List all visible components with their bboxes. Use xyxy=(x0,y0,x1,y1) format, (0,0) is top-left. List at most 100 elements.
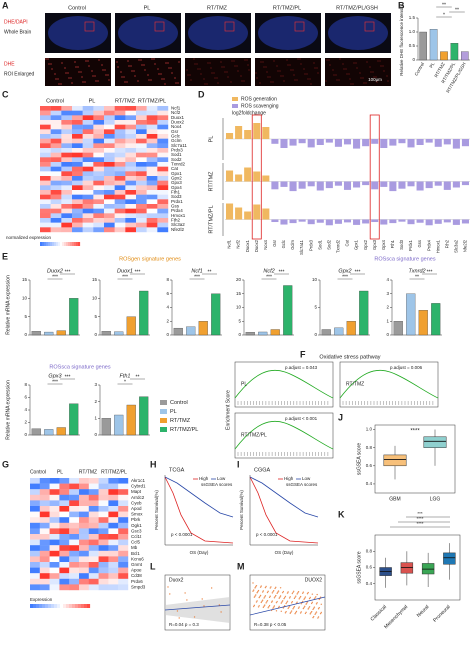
highlight xyxy=(369,114,380,240)
bar xyxy=(44,331,54,336)
speck xyxy=(263,66,265,68)
significance: *** xyxy=(52,274,58,280)
heatmap-cell xyxy=(157,227,169,233)
legend-label: Control xyxy=(170,400,188,406)
y-tick-label: 4 xyxy=(166,305,169,310)
heatmap-cell xyxy=(59,545,70,551)
gene-label: Nox4 xyxy=(171,124,182,129)
speck xyxy=(247,64,249,66)
y-axis-label: Relative mRNA expression xyxy=(5,275,11,335)
heatmap-cell xyxy=(125,185,137,191)
speck xyxy=(61,62,63,64)
bar xyxy=(450,43,459,61)
heatmap-cell xyxy=(30,578,40,585)
bar xyxy=(389,181,397,192)
colorbar xyxy=(74,242,77,246)
point xyxy=(252,589,255,591)
speck xyxy=(279,70,281,72)
gene-title: Duox2 xyxy=(47,268,63,274)
heatmap-cell xyxy=(72,134,83,139)
heatmap-cell xyxy=(125,162,137,167)
heatmap-cell xyxy=(72,148,83,153)
heatmap-cell xyxy=(49,511,60,518)
heatmap-cell xyxy=(59,534,70,540)
heatmap-cell xyxy=(93,227,105,233)
heatmap-cell xyxy=(82,185,94,191)
gene-label: Fth2 xyxy=(171,218,181,223)
point xyxy=(259,595,261,598)
brain xyxy=(188,16,248,50)
speck xyxy=(117,66,119,68)
colorbar xyxy=(72,604,76,608)
heatmap-cell xyxy=(40,106,51,111)
heatmap-cell xyxy=(49,489,60,495)
gene-label: Sod2 xyxy=(171,157,182,162)
speck xyxy=(80,71,82,73)
heatmap-cell xyxy=(39,511,50,518)
heatmap-cell xyxy=(93,157,105,163)
heatmap-cell xyxy=(69,573,80,579)
heatmap-cell xyxy=(136,166,147,172)
y-tick-label: 2 xyxy=(386,305,389,310)
heatmap-cell xyxy=(40,208,51,214)
heatmap-cell xyxy=(82,124,94,130)
heatmap-cell xyxy=(88,528,99,535)
heatmap-cell xyxy=(40,157,51,163)
speck xyxy=(141,64,143,66)
heatmap-cell xyxy=(93,120,105,125)
heatmap-cell xyxy=(157,194,169,200)
speck xyxy=(150,79,152,81)
heatmap-cell xyxy=(50,218,62,223)
heatmap-cell xyxy=(108,556,119,563)
y-tick-label: 10 xyxy=(236,305,242,310)
legend-swatch xyxy=(160,409,167,414)
gene-title: Gpx2 xyxy=(338,268,351,274)
point xyxy=(268,604,271,607)
point xyxy=(257,589,260,592)
heatmap-cell xyxy=(104,204,115,209)
heatmap-cell xyxy=(125,199,137,205)
speck xyxy=(87,60,89,62)
heatmap-cell xyxy=(50,171,62,177)
gene-label: Hmox1 xyxy=(171,213,186,218)
heatmap-cell xyxy=(157,110,169,116)
speck xyxy=(158,73,160,75)
bar xyxy=(316,219,324,223)
heatmap-cell xyxy=(82,157,94,163)
point xyxy=(308,607,310,609)
speck xyxy=(147,74,149,76)
y-tick-label: 4 xyxy=(386,277,389,282)
legend-swatch xyxy=(232,97,238,101)
speck xyxy=(209,62,211,64)
heatmap-cell xyxy=(114,176,126,181)
heatmap-cell xyxy=(104,148,115,153)
speck xyxy=(293,74,295,76)
heatmap-cell xyxy=(40,190,51,195)
bar xyxy=(407,139,415,148)
heatmap-cell xyxy=(104,162,115,167)
gene-label: Gpx3 xyxy=(372,239,377,250)
heatmap-cell xyxy=(157,143,169,149)
heatmap-cell xyxy=(30,584,40,591)
significance: ** xyxy=(208,269,212,275)
speck xyxy=(194,63,196,65)
colorbar xyxy=(87,604,91,608)
point xyxy=(201,598,203,600)
heatmap-cell xyxy=(104,134,115,139)
gene-label: Smpd3 xyxy=(131,584,146,589)
speck xyxy=(174,77,176,79)
heatmap-cell xyxy=(118,506,129,512)
heatmap-cell xyxy=(79,500,89,507)
speck xyxy=(255,72,257,74)
heatmap-cell xyxy=(125,143,137,149)
bar xyxy=(56,330,66,336)
heatmap-cell xyxy=(146,124,158,130)
section-title: ROSsca signature genes xyxy=(49,364,110,370)
heatmap-cell xyxy=(146,227,158,233)
heatmap-cell xyxy=(49,556,60,563)
heatmap-cell xyxy=(30,500,40,507)
point xyxy=(284,596,286,599)
colorbar xyxy=(40,242,43,246)
y-tick-label: 0 xyxy=(24,432,27,437)
speck xyxy=(214,77,216,79)
